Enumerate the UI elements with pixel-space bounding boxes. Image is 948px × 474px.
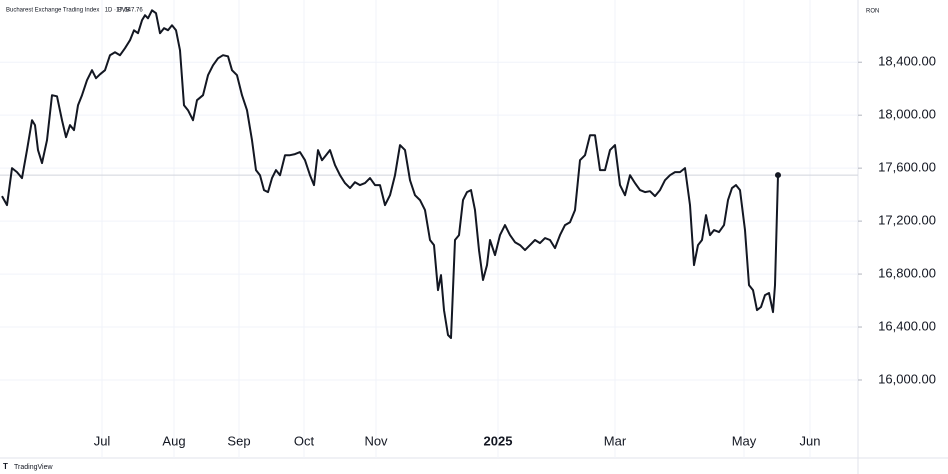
- y-tick-label: 17,200.00: [878, 213, 936, 228]
- y-tick-label: 16,800.00: [878, 266, 936, 281]
- y-tick-label: 17,600.00: [878, 160, 936, 175]
- x-tick-label: Oct: [294, 433, 315, 448]
- x-tick-label: Mar: [604, 433, 627, 448]
- chart-title: Bucharest Exchange Trading Index · 1D · …: [6, 8, 130, 14]
- y-tick-label: 16,000.00: [878, 371, 936, 386]
- y-tick-label: 16,400.00: [878, 318, 936, 333]
- logo: T: [3, 462, 8, 471]
- currency-label: RON: [866, 9, 879, 15]
- last-point: [775, 172, 781, 179]
- price-line: [1, 9, 779, 339]
- x-tick-label: May: [732, 433, 757, 448]
- x-tick-label: Aug: [162, 433, 185, 448]
- y-tick-label: 18,400.00: [878, 54, 936, 69]
- x-tick-label: Jun: [800, 433, 821, 448]
- x-tick-label: Jul: [94, 433, 111, 448]
- x-tick-label: Nov: [364, 433, 388, 448]
- watermark: TradingView: [14, 464, 53, 471]
- last-price-label: 17,547.76: [116, 8, 143, 14]
- x-tick-label: 2025: [484, 433, 513, 448]
- x-tick-label: Sep: [227, 433, 250, 448]
- y-tick-label: 18,000.00: [878, 107, 936, 122]
